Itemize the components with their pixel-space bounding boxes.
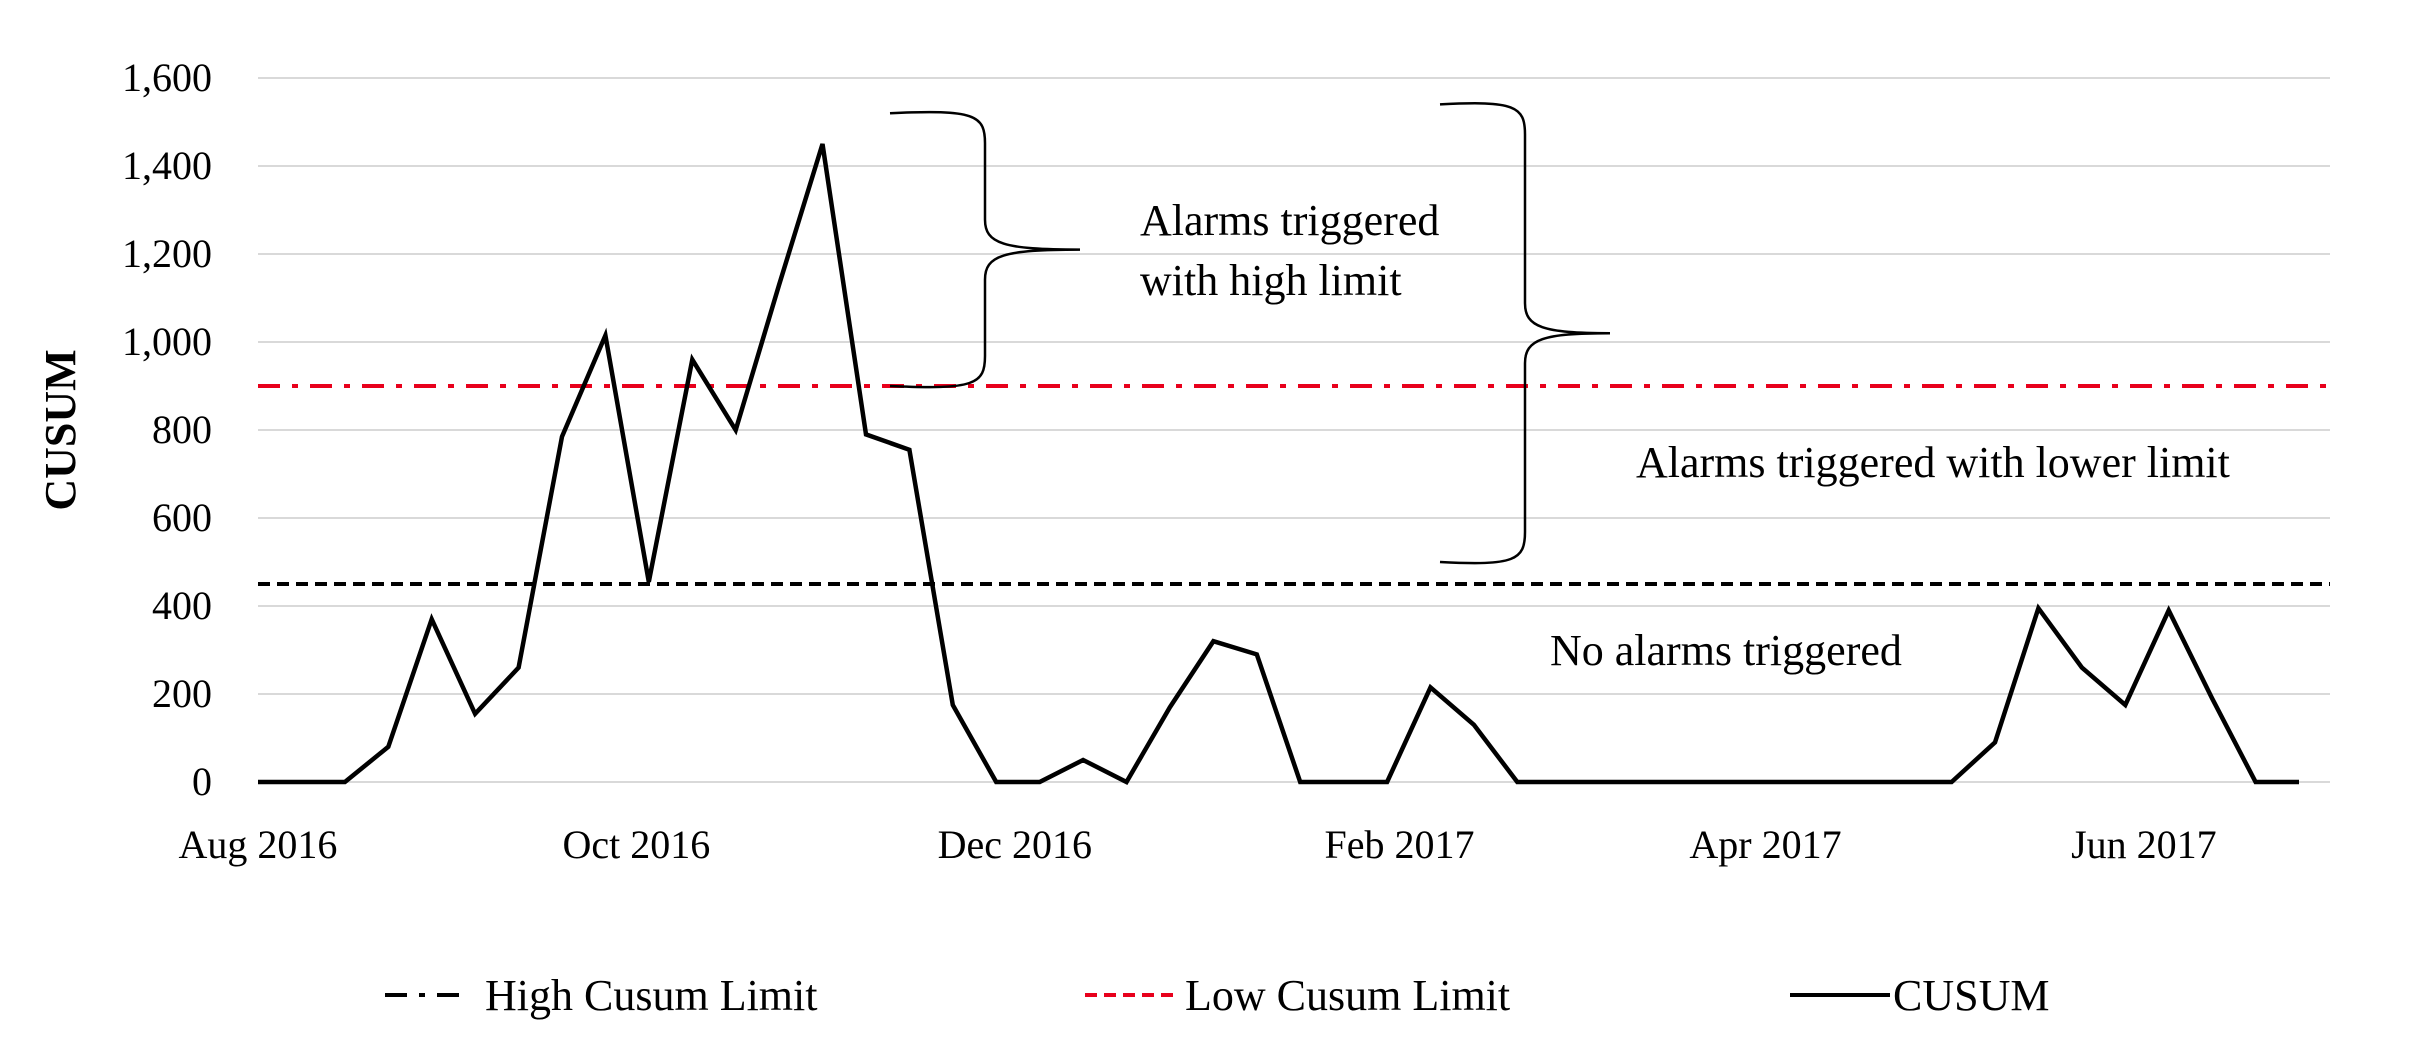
legend-label-high-limit: Low Cusum Limit	[1185, 971, 1510, 1020]
x-tick-label: Apr 2017	[1689, 822, 1841, 867]
annotation-no-alarms: No alarms triggered	[1550, 626, 1902, 675]
bracket-lower-limit	[1439, 102, 1611, 565]
annotations: Alarms triggered with high limit Alarms …	[889, 102, 2230, 675]
bracket-high-limit	[889, 110, 1081, 389]
x-tick-label: Aug 2016	[179, 822, 338, 867]
y-tick-label: 800	[152, 407, 212, 452]
y-tick-label: 600	[152, 495, 212, 540]
y-axis-title: CUSUM	[36, 349, 85, 510]
y-tick-label: 400	[152, 583, 212, 628]
annotation-high-limit-line2: with high limit	[1140, 256, 1402, 305]
y-tick-label: 0	[192, 759, 212, 804]
limit-lines	[258, 384, 2330, 586]
annotation-high-limit-line1: Alarms triggered	[1140, 196, 1439, 245]
x-tick-label: Jun 2017	[2071, 822, 2217, 867]
legend: High Cusum Limit Low Cusum Limit CUSUM	[385, 971, 2050, 1020]
x-tick-label: Feb 2017	[1324, 822, 1474, 867]
y-tick-label: 1,000	[122, 319, 212, 364]
y-tick-label: 1,400	[122, 143, 212, 188]
grid-lines	[258, 77, 2330, 783]
y-tick-labels: 0 200 400 600 800 1,000 1,200 1,400 1,600	[122, 55, 212, 804]
cusum-series	[258, 143, 2299, 785]
y-tick-label: 200	[152, 671, 212, 716]
legend-label-cusum: CUSUM	[1893, 971, 2050, 1020]
y-tick-label: 1,600	[122, 55, 212, 100]
cusum-line	[258, 143, 2299, 785]
y-tick-label: 1,200	[122, 231, 212, 276]
annotation-lower-limit: Alarms triggered with lower limit	[1636, 438, 2230, 487]
x-tick-labels: Aug 2016 Oct 2016 Dec 2016 Feb 2017 Apr 2017…	[179, 822, 2217, 867]
x-tick-label: Dec 2016	[938, 822, 1092, 867]
x-tick-label: Oct 2016	[563, 822, 711, 867]
legend-label-low-limit: High Cusum Limit	[485, 971, 817, 1020]
